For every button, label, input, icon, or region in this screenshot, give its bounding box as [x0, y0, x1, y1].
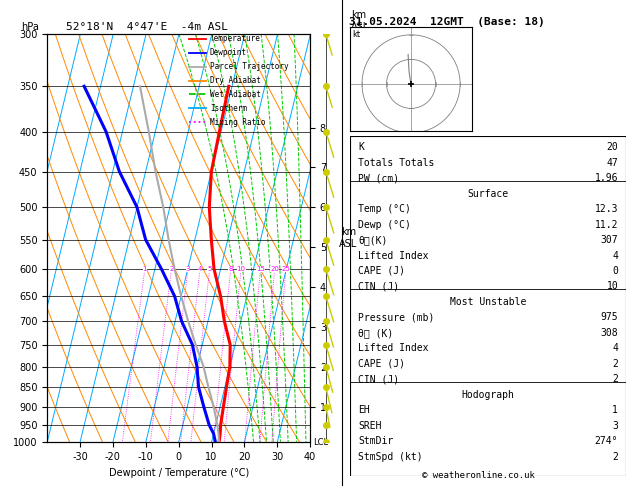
Text: 274°: 274°: [594, 436, 618, 446]
Text: 2: 2: [612, 451, 618, 462]
Text: Parcel Trajectory: Parcel Trajectory: [210, 62, 289, 71]
Text: K: K: [358, 142, 364, 152]
Text: Pressure (mb): Pressure (mb): [358, 312, 435, 322]
Text: Lifted Index: Lifted Index: [358, 343, 428, 353]
Y-axis label: km
ASL: km ASL: [339, 227, 357, 249]
Text: Hodograph: Hodograph: [462, 390, 515, 399]
Text: 10: 10: [606, 281, 618, 292]
Text: 12.3: 12.3: [594, 204, 618, 214]
Text: 20: 20: [270, 266, 279, 272]
Text: Totals Totals: Totals Totals: [358, 158, 435, 168]
Text: Mixing Ratio: Mixing Ratio: [210, 118, 265, 127]
Text: Dry Adiabat: Dry Adiabat: [210, 76, 260, 85]
Text: CAPE (J): CAPE (J): [358, 359, 405, 369]
Text: Lifted Index: Lifted Index: [358, 250, 428, 260]
Text: Temp (°C): Temp (°C): [358, 204, 411, 214]
Text: kt: kt: [352, 30, 360, 39]
Text: km
ASL: km ASL: [351, 10, 369, 32]
Text: PW (cm): PW (cm): [358, 173, 399, 183]
Text: StmSpd (kt): StmSpd (kt): [358, 451, 423, 462]
Text: 47: 47: [606, 158, 618, 168]
Text: 0: 0: [612, 266, 618, 276]
Text: 11.2: 11.2: [594, 220, 618, 229]
Text: © weatheronline.co.uk: © weatheronline.co.uk: [421, 470, 535, 480]
Text: 1: 1: [612, 405, 618, 415]
Text: 25: 25: [282, 266, 291, 272]
Text: 1.96: 1.96: [594, 173, 618, 183]
Text: SREH: SREH: [358, 420, 382, 431]
Title: 52°18'N  4°47'E  -4m ASL: 52°18'N 4°47'E -4m ASL: [66, 22, 228, 32]
Text: Most Unstable: Most Unstable: [450, 297, 526, 307]
Text: 308: 308: [601, 328, 618, 338]
Text: 31.05.2024  12GMT  (Base: 18): 31.05.2024 12GMT (Base: 18): [349, 17, 545, 27]
Text: Surface: Surface: [467, 189, 509, 199]
Text: 3: 3: [186, 266, 190, 272]
Text: StmDir: StmDir: [358, 436, 393, 446]
Text: 4: 4: [612, 343, 618, 353]
Text: 8: 8: [228, 266, 233, 272]
Text: Dewpoint: Dewpoint: [210, 48, 247, 57]
Text: CIN (J): CIN (J): [358, 374, 399, 384]
Text: EH: EH: [358, 405, 370, 415]
Text: θᴄ (K): θᴄ (K): [358, 328, 393, 338]
Text: 5: 5: [208, 266, 212, 272]
Text: θᴄ(K): θᴄ(K): [358, 235, 387, 245]
Text: 10: 10: [237, 266, 245, 272]
Text: Isotherm: Isotherm: [210, 104, 247, 113]
Text: Dewp (°C): Dewp (°C): [358, 220, 411, 229]
Text: 15: 15: [256, 266, 265, 272]
Text: 2: 2: [169, 266, 174, 272]
Text: 4: 4: [612, 250, 618, 260]
Text: hPa: hPa: [21, 22, 39, 32]
Text: Wet Adiabat: Wet Adiabat: [210, 90, 260, 99]
Text: Temperature: Temperature: [210, 35, 260, 43]
Text: 4: 4: [198, 266, 202, 272]
X-axis label: Dewpoint / Temperature (°C): Dewpoint / Temperature (°C): [109, 468, 248, 478]
Text: 307: 307: [601, 235, 618, 245]
Text: 1: 1: [143, 266, 147, 272]
Text: 975: 975: [601, 312, 618, 322]
Text: 2: 2: [612, 374, 618, 384]
Text: 20: 20: [606, 142, 618, 152]
Text: LCL: LCL: [313, 438, 328, 447]
Text: 2: 2: [612, 359, 618, 369]
Text: CIN (J): CIN (J): [358, 281, 399, 292]
Text: CAPE (J): CAPE (J): [358, 266, 405, 276]
Text: 3: 3: [612, 420, 618, 431]
